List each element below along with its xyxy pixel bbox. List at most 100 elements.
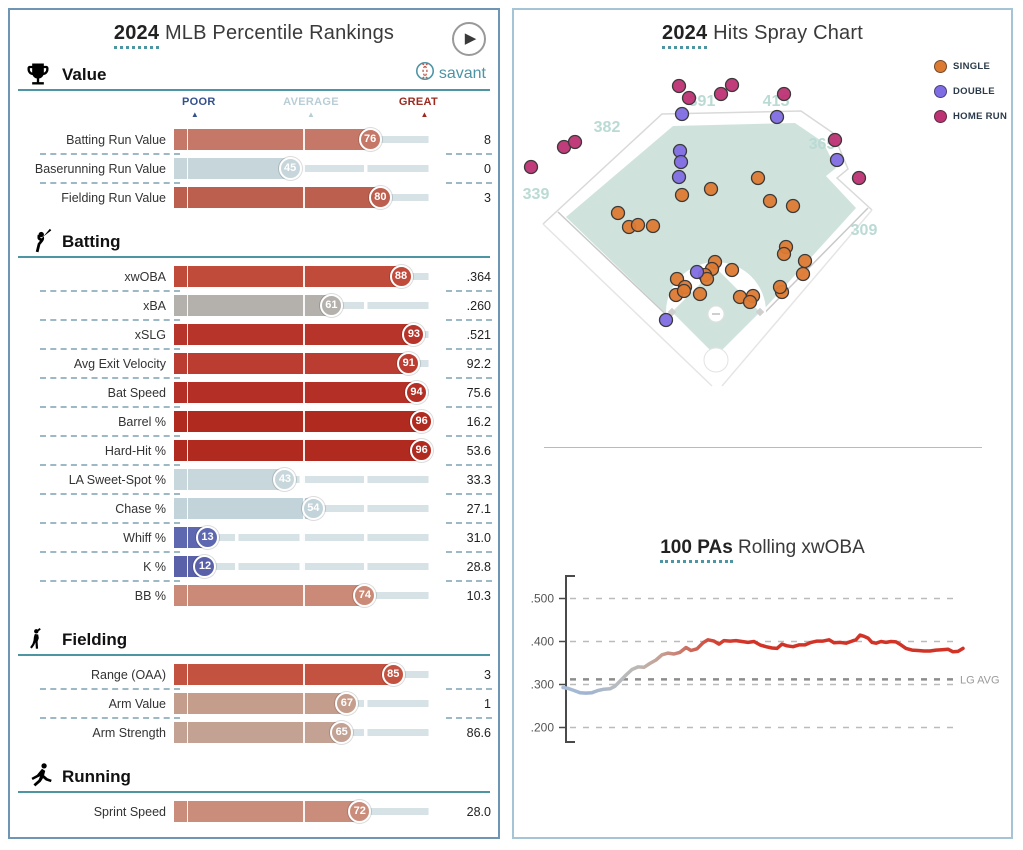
percentile-bar[interactable] bbox=[174, 129, 371, 150]
stat-label: Hard-Hit % bbox=[104, 443, 166, 458]
hit-dot[interactable] bbox=[610, 205, 626, 221]
percentile-bar[interactable] bbox=[174, 158, 291, 179]
hit-dot[interactable] bbox=[769, 109, 785, 125]
percentile-bubble[interactable]: 96 bbox=[410, 410, 434, 433]
runner-icon bbox=[24, 762, 54, 794]
stat-label: Bat Speed bbox=[107, 385, 166, 400]
hit-dot[interactable] bbox=[851, 170, 867, 186]
hit-dot[interactable] bbox=[645, 218, 661, 234]
rolling-xwoba-title: 100 PAs Rolling xwOBA bbox=[514, 537, 1011, 563]
percentile-bubble[interactable]: 13 bbox=[196, 526, 220, 549]
percentile-bubble[interactable]: 96 bbox=[410, 439, 434, 462]
stat-value: 16.2 bbox=[466, 414, 491, 429]
percentile-bubble[interactable]: 74 bbox=[353, 584, 377, 607]
percentile-bar[interactable] bbox=[174, 440, 422, 461]
hit-dot[interactable] bbox=[750, 170, 766, 186]
percentile-bubble[interactable]: 91 bbox=[397, 352, 421, 375]
percentile-bubble[interactable]: 54 bbox=[301, 497, 325, 520]
percentile-bubble[interactable]: 61 bbox=[319, 294, 343, 317]
percentile-bubble[interactable]: 76 bbox=[358, 128, 382, 151]
percentile-row: Chase % 54 27.1 bbox=[10, 493, 498, 523]
percentile-bar[interactable] bbox=[174, 187, 381, 208]
percentile-bar[interactable] bbox=[174, 469, 285, 490]
percentile-bar-track: 94 bbox=[174, 381, 432, 404]
hit-dot[interactable] bbox=[724, 262, 740, 278]
hit-dot[interactable] bbox=[676, 283, 692, 299]
percentile-bubble[interactable]: 65 bbox=[330, 721, 354, 744]
stat-value: .364 bbox=[466, 269, 491, 284]
hit-dot[interactable] bbox=[742, 294, 758, 310]
percentile-row: Arm Value 67 1 bbox=[10, 688, 498, 718]
hit-dot[interactable] bbox=[776, 86, 792, 102]
stat-label: Arm Value bbox=[108, 696, 166, 711]
percentile-bar-track: 85 bbox=[174, 663, 432, 686]
hit-dot[interactable] bbox=[689, 264, 705, 280]
play-button[interactable]: ▶ bbox=[452, 22, 486, 56]
percentile-bubble[interactable]: 85 bbox=[381, 663, 405, 686]
percentile-bar[interactable] bbox=[174, 266, 402, 287]
hit-dot[interactable] bbox=[772, 279, 788, 295]
percentile-bubble[interactable]: 12 bbox=[193, 555, 217, 578]
league-avg-label: LG AVG bbox=[960, 674, 1000, 686]
stat-value: .521 bbox=[466, 327, 491, 342]
percentile-bar[interactable] bbox=[174, 722, 342, 743]
hit-dot[interactable] bbox=[724, 77, 740, 93]
y-tick-label: .500 bbox=[531, 592, 555, 606]
stat-label: Range (OAA) bbox=[90, 667, 166, 682]
savant-logo[interactable]: savant bbox=[415, 61, 486, 86]
hit-dot[interactable] bbox=[795, 266, 811, 282]
percentile-bar[interactable] bbox=[174, 585, 365, 606]
percentile-bubble[interactable]: 80 bbox=[368, 186, 392, 209]
percentile-bar[interactable] bbox=[174, 411, 422, 432]
percentile-row: xwOBA 88 .364 bbox=[10, 262, 498, 291]
hit-dot[interactable] bbox=[671, 78, 687, 94]
percentile-bubble[interactable]: 67 bbox=[335, 692, 359, 715]
hit-dot[interactable] bbox=[776, 246, 792, 262]
percentile-bar[interactable] bbox=[174, 324, 414, 345]
home-plate-circle bbox=[703, 347, 729, 373]
percentile-bubble[interactable]: 93 bbox=[402, 323, 426, 346]
stat-value: 86.6 bbox=[466, 725, 491, 740]
hit-dot[interactable] bbox=[671, 169, 687, 185]
stat-value: 10.3 bbox=[466, 588, 491, 603]
percentile-bar[interactable] bbox=[174, 382, 417, 403]
stat-label: xBA bbox=[143, 298, 166, 313]
hit-dot[interactable] bbox=[785, 198, 801, 214]
percentile-bar[interactable] bbox=[174, 693, 347, 714]
percentile-bar-track: 80 bbox=[174, 186, 432, 209]
percentile-bubble[interactable]: 43 bbox=[273, 468, 297, 491]
hit-dot[interactable] bbox=[658, 312, 674, 328]
rolling-xwoba-line[interactable] bbox=[561, 633, 965, 695]
hit-dot[interactable] bbox=[703, 181, 719, 197]
hit-dot[interactable] bbox=[523, 159, 539, 175]
hit-dot[interactable] bbox=[829, 152, 845, 168]
scale-label-poor: POOR bbox=[182, 96, 216, 108]
percentile-bubble[interactable]: 72 bbox=[348, 800, 372, 823]
hit-dot[interactable] bbox=[713, 86, 729, 102]
hit-dot[interactable] bbox=[692, 286, 708, 302]
hit-dot[interactable] bbox=[699, 271, 715, 287]
batter-icon bbox=[24, 227, 54, 259]
hit-dot[interactable] bbox=[674, 106, 690, 122]
percentile-bar[interactable] bbox=[174, 295, 332, 316]
hit-dot[interactable] bbox=[674, 187, 690, 203]
percentile-bar[interactable] bbox=[174, 664, 394, 685]
homerun-swatch-icon bbox=[934, 110, 947, 123]
spray-title-year: 2024 bbox=[662, 22, 708, 49]
hit-dot[interactable] bbox=[630, 217, 646, 233]
percentile-bar[interactable] bbox=[174, 353, 409, 374]
hit-dot[interactable] bbox=[673, 154, 689, 170]
hit-dot[interactable] bbox=[681, 90, 697, 106]
percentile-row: Batting Run Value 76 8 bbox=[10, 125, 498, 154]
percentile-bubble[interactable]: 88 bbox=[389, 265, 413, 288]
percentile-bar[interactable] bbox=[174, 498, 314, 519]
stat-value: 31.0 bbox=[466, 530, 491, 545]
hit-dot[interactable] bbox=[797, 253, 813, 269]
percentile-bar[interactable] bbox=[174, 801, 360, 822]
percentile-bubble[interactable]: 45 bbox=[278, 157, 302, 180]
percentile-bubble[interactable]: 94 bbox=[405, 381, 429, 404]
hit-dot[interactable] bbox=[762, 193, 778, 209]
hit-dot[interactable] bbox=[827, 132, 843, 148]
percentile-bar-track: 13 bbox=[174, 526, 432, 549]
hit-dot[interactable] bbox=[567, 134, 583, 150]
